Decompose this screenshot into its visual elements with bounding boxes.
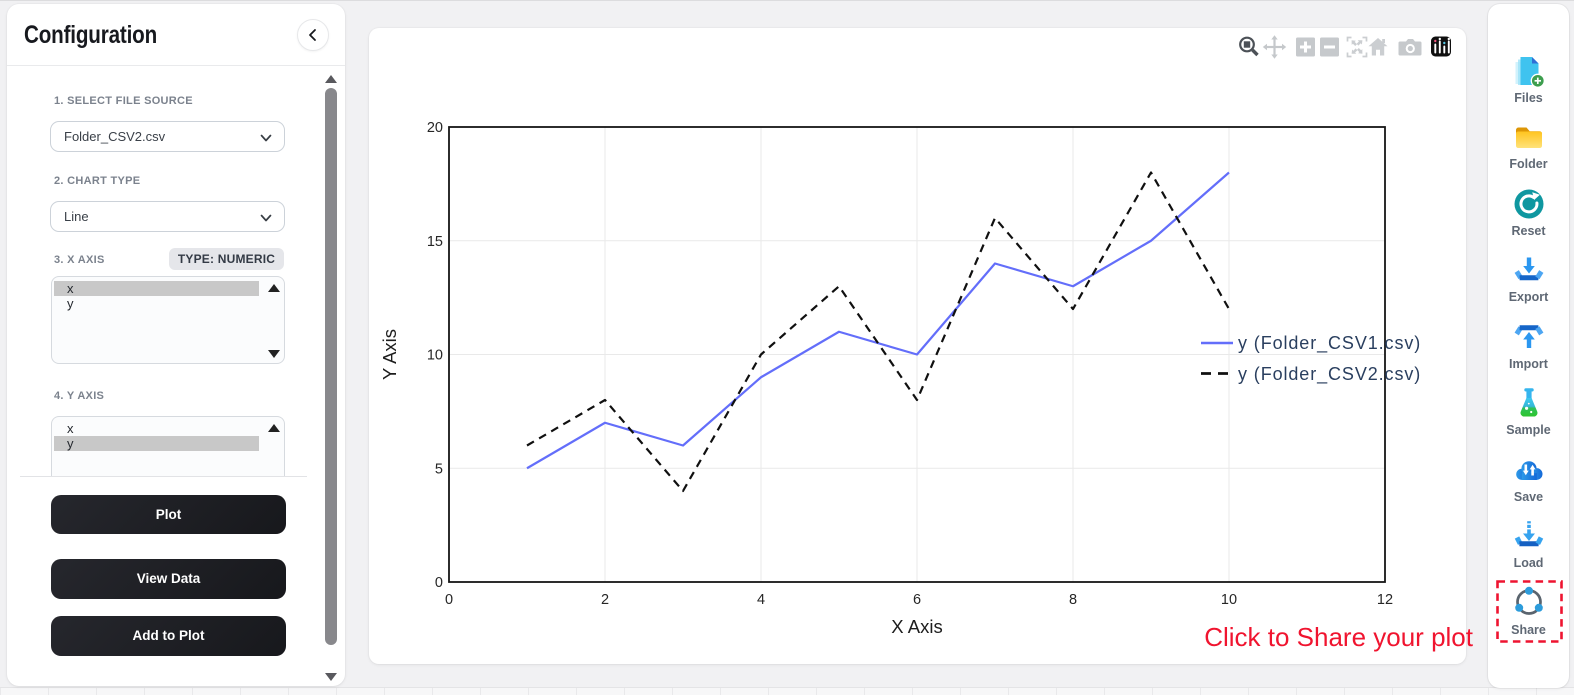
svg-text:y (Folder_CSV1.csv): y (Folder_CSV1.csv) [1238,333,1421,354]
svg-text:y (Folder_CSV2.csv): y (Folder_CSV2.csv) [1238,364,1421,385]
svg-text:4: 4 [757,592,765,608]
svg-text:10: 10 [427,348,443,364]
svg-text:Y Axis: Y Axis [379,329,400,380]
svg-text:0: 0 [435,575,443,591]
svg-text:X Axis: X Axis [891,616,942,637]
svg-text:5: 5 [435,461,443,477]
svg-text:15: 15 [427,234,443,250]
svg-text:2: 2 [601,592,609,608]
svg-text:12: 12 [1377,592,1393,608]
svg-text:0: 0 [445,592,453,608]
svg-text:10: 10 [1221,592,1237,608]
svg-text:6: 6 [913,592,921,608]
svg-text:8: 8 [1069,592,1077,608]
svg-text:20: 20 [427,120,443,136]
